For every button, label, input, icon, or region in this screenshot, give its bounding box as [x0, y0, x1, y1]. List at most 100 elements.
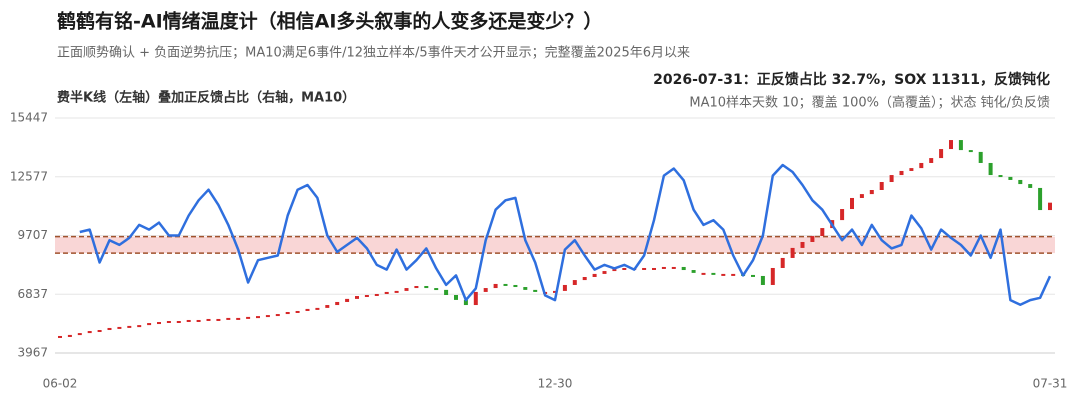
candle	[810, 236, 815, 242]
candle	[661, 266, 666, 269]
candle	[414, 286, 419, 289]
candle	[265, 315, 270, 318]
candle	[246, 316, 251, 319]
x-tick-label: 06-02	[43, 377, 78, 391]
candle	[454, 295, 458, 300]
candle	[315, 307, 320, 310]
candle	[681, 266, 686, 271]
candle	[77, 333, 82, 336]
candle	[582, 276, 587, 281]
candle	[424, 286, 429, 289]
candle	[374, 293, 379, 296]
candle	[968, 150, 973, 153]
candle	[572, 280, 577, 285]
candle	[859, 194, 864, 198]
candle	[394, 290, 399, 293]
candle	[513, 284, 518, 288]
candle	[869, 189, 874, 195]
candle	[899, 170, 904, 176]
candle	[147, 323, 152, 326]
candle	[137, 325, 142, 328]
candle	[562, 284, 567, 291]
candle	[602, 271, 607, 274]
candle	[127, 325, 132, 328]
candle	[67, 334, 72, 337]
candle	[978, 151, 983, 163]
candle	[226, 317, 231, 320]
candle	[256, 316, 260, 319]
candle	[434, 288, 439, 291]
candle	[919, 162, 924, 169]
candle	[1008, 176, 1013, 180]
candle	[731, 273, 736, 276]
candle	[1048, 202, 1052, 211]
y-tick-label: 9707	[17, 228, 48, 242]
candle	[711, 272, 716, 275]
candle	[483, 288, 488, 292]
candle	[384, 291, 389, 294]
candle	[295, 310, 300, 313]
candle	[345, 298, 350, 302]
candle	[335, 301, 340, 306]
candle	[285, 311, 290, 315]
x-tick-label: 07-31	[1033, 377, 1068, 391]
candle	[800, 241, 805, 248]
candle	[879, 182, 884, 190]
candle	[196, 319, 201, 322]
candle	[523, 287, 528, 290]
y-tick-label: 12577	[10, 169, 48, 183]
candle	[216, 318, 221, 321]
candle	[958, 140, 963, 151]
candle	[493, 283, 498, 289]
candle	[780, 257, 785, 268]
candle	[721, 273, 726, 276]
candle	[622, 267, 627, 270]
candle	[652, 267, 656, 270]
candle	[988, 162, 993, 176]
band	[55, 236, 1055, 254]
chart-title: 鹤鹤有铭-AI情绪温度计（相信AI多头叙事的人变多还是变少？）	[57, 10, 602, 33]
candle	[949, 140, 953, 150]
y-tick-label: 3967	[17, 346, 48, 360]
candle	[642, 267, 647, 270]
candle	[760, 275, 765, 285]
candle	[939, 149, 944, 159]
candle	[404, 288, 409, 291]
candle	[533, 289, 538, 292]
candle	[553, 290, 557, 293]
candle	[850, 197, 854, 210]
candle	[998, 175, 1003, 178]
candle	[1028, 184, 1033, 188]
panel-label: 费半K线（左轴）叠加正反馈占比（右轴，MA10）	[57, 90, 355, 106]
y-tick-label: 6837	[17, 287, 48, 301]
chart-subtitle: 正面顺势确认 + 负面逆势抗压；MA10满足6事件/12独立样本/5事件天才公开…	[57, 45, 690, 61]
candle	[176, 321, 181, 324]
candle	[889, 175, 894, 183]
candle	[117, 326, 122, 329]
candle	[355, 296, 359, 299]
y-tick-label: 15447	[10, 111, 48, 125]
x-tick-label: 12-30	[538, 377, 573, 391]
candle	[444, 289, 449, 296]
candle	[770, 267, 775, 285]
candle	[364, 295, 369, 298]
candle	[701, 272, 706, 275]
candle	[87, 331, 92, 334]
candle	[592, 273, 597, 277]
candle	[473, 291, 478, 306]
candle	[820, 228, 825, 237]
candle	[325, 305, 330, 308]
candle	[236, 317, 241, 320]
candle	[97, 330, 102, 333]
candle	[463, 299, 468, 306]
candle	[58, 335, 62, 338]
candle	[186, 319, 191, 322]
candle	[305, 308, 310, 311]
candle	[107, 327, 112, 331]
annotation: MA10样本天数 10；覆盖 100%（高覆盖）；状态 钝化/负反馈	[689, 95, 1050, 111]
candle	[929, 158, 934, 163]
candle	[751, 274, 755, 277]
candle	[691, 270, 696, 273]
candle	[1018, 179, 1023, 185]
